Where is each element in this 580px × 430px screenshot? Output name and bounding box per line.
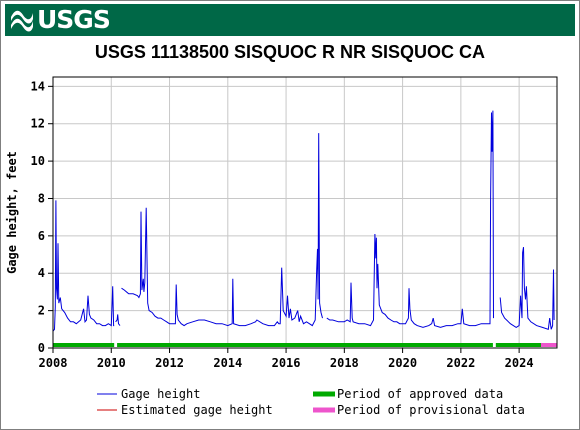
gage-height-line [121,133,323,327]
gage-height-line [499,247,555,330]
y-tick-label: 6 [38,229,45,243]
approved-period-bar [495,343,541,347]
gage-height-line [115,314,121,326]
usgs-banner: USGS [5,4,575,36]
y-tick-label: 12 [31,117,45,131]
approved-period-bar [117,343,493,347]
x-tick-label: 2020 [388,356,417,370]
legend-label: Period of provisional data [337,403,525,417]
grid [52,77,557,349]
x-tick-label: 2024 [505,356,534,370]
x-tick-label: 2016 [272,356,301,370]
period-bars [53,343,557,347]
chart-title: USGS 11138500 SISQUOC R NR SISQUOC CA [94,42,486,62]
y-tick-label: 4 [38,266,45,280]
y-tick-label: 8 [38,191,45,205]
legend-label: Gage height [121,387,200,401]
legend-label: Period of approved data [337,387,503,401]
y-tick-label: 14 [31,79,45,93]
x-tick-label: 2010 [97,356,126,370]
usgs-wave-icon [11,10,33,32]
x-tick-label: 2022 [446,356,475,370]
axis-ticks: 2008 2010 2012 2014 2016 2018 2020 2022 2024 0 2 4 6… [31,79,534,370]
x-tick-label: 2018 [330,356,359,370]
provisional-period-bar [540,343,557,347]
y-tick-label: 2 [38,304,45,318]
x-tick-label: 2008 [39,356,68,370]
legend-bar-swatch [313,391,335,397]
legend-label: Estimated gage height [121,403,273,417]
gage-height-line [326,110,494,328]
usgs-logo-text: USGS [37,5,111,34]
y-axis-label: Gage height, feet [5,151,19,274]
legend-bar-swatch [313,407,335,413]
series-layer [52,110,555,332]
y-tick-label: 0 [38,341,45,355]
y-tick-label: 10 [31,154,45,168]
gage-height-line [52,200,115,332]
legend: Gage height Period of approved data Estima… [97,387,525,417]
plot-border [52,76,558,349]
x-tick-label: 2012 [155,356,184,370]
x-tick-label: 2014 [213,356,242,370]
approved-period-bar [53,343,115,347]
